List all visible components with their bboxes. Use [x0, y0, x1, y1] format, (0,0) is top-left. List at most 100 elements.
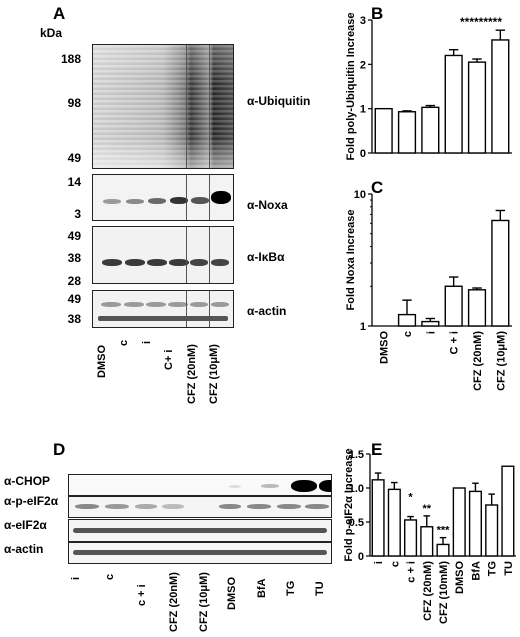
mw-98: 98: [67, 96, 81, 110]
y-tick-label: 1: [360, 321, 366, 333]
significance-star: ***: [437, 525, 451, 537]
x-tick-label: TU: [503, 561, 515, 576]
panel-e-letter: E: [371, 440, 383, 459]
bar: [467, 61, 487, 154]
significance-star: **: [422, 503, 431, 515]
x-tick-label: DMSO: [454, 561, 466, 594]
mw-49b: 49: [67, 229, 81, 243]
lane-label-i-a: i: [141, 340, 153, 344]
lane-label-tu-d: TU: [314, 581, 326, 596]
y-tick-label: 1.5: [349, 449, 364, 461]
x-tick-label: CFZ (10mM): [438, 561, 450, 624]
panel-d-letter: D: [53, 440, 66, 459]
actin-blot-d: [68, 542, 332, 564]
actin-blot-a: [92, 290, 234, 328]
y-tick-label: 2: [360, 59, 366, 71]
ikba-blot: [92, 226, 234, 284]
lane-label-i-d: i: [70, 576, 82, 580]
x-tick-label: CFZ (20nM): [472, 331, 484, 391]
mw-49: 49: [67, 151, 81, 165]
mw-49c: 49: [67, 292, 81, 306]
lane-label-cfz10-a: CFZ (10μM): [208, 344, 220, 404]
bar: [371, 479, 385, 557]
bar: [404, 519, 418, 557]
lane-label-ci-d: c + i: [136, 584, 148, 606]
lane-label-c-a: c: [118, 339, 130, 346]
y-axis-label: Fold poly-Ubiquitin Increase: [345, 13, 357, 161]
x-tick-label: c: [402, 331, 414, 337]
antibody-actin-d: α-actin: [4, 542, 44, 556]
bar: [468, 490, 482, 557]
antibody-ubiquitin: α-Ubiquitin: [247, 94, 311, 108]
bar: [491, 219, 510, 327]
bar: [467, 289, 487, 327]
bar: [421, 106, 440, 154]
panel-b-letter: B: [371, 4, 384, 23]
kda-label: kDa: [40, 26, 63, 40]
antibody-ikba: α-IκBα: [247, 250, 285, 264]
x-tick-label: TG: [487, 561, 499, 576]
bar: [501, 465, 515, 557]
antibody-noxa: α-Noxa: [247, 198, 288, 212]
lane-label-cfz20-a: CFZ (20nM): [186, 344, 198, 404]
mw-3: 3: [74, 207, 81, 221]
lane-label-c-d: c: [104, 573, 116, 580]
lane-label-cfz20-d: CFZ (20nM): [168, 572, 180, 632]
significance-annotation: *********: [460, 15, 502, 29]
mw-38: 38: [67, 251, 81, 265]
y-tick-label: 10: [354, 189, 366, 201]
panel-c-letter: C: [371, 178, 384, 197]
x-tick-label: c + i: [406, 561, 418, 583]
bar: [436, 543, 450, 557]
x-tick-label: BfA: [470, 561, 482, 581]
noxa-blot: [92, 174, 234, 221]
mw-38b: 38: [67, 312, 81, 326]
y-axis-label: Fold Noxa Increase: [345, 210, 357, 311]
antibody-actin-a: α-actin: [247, 304, 287, 318]
chop-blot: [68, 474, 332, 496]
lane-label-dmso-d: DMSO: [226, 577, 238, 610]
lane-label-cfz10-d: CFZ (10μM): [198, 572, 210, 632]
y-tick-label: 1.0: [349, 483, 364, 495]
lane-label-dmso-a: DMSO: [96, 345, 108, 378]
bar: [444, 54, 463, 154]
x-tick-label: i: [425, 331, 437, 334]
lane-label-ci-a: C+ i: [163, 349, 175, 370]
antibody-p-eif2a: α-p-eIF2α: [4, 494, 59, 508]
y-tick-label: 3: [360, 15, 366, 27]
x-tick-label: CFZ (10μM): [495, 331, 507, 391]
bar: [452, 487, 466, 557]
antibody-chop: α-CHOP: [4, 474, 51, 488]
bar: [420, 526, 434, 557]
mw-14: 14: [67, 175, 81, 189]
bar: [387, 488, 401, 557]
chart-c: 1 10 Fold Noxa Increase DMSO c i C + i CFZ (20n…: [345, 189, 512, 391]
bar: [397, 111, 417, 154]
x-tick-label: i: [373, 561, 385, 564]
panel-a-letter: A: [53, 4, 66, 23]
bar: [485, 504, 499, 557]
bar: [374, 107, 393, 154]
antibody-eif2a: α-eIF2α: [4, 518, 47, 532]
eif2a-blot: [68, 519, 332, 542]
x-tick-label: CFZ (20nM): [422, 561, 434, 621]
mw-28: 28: [67, 274, 81, 288]
mw-188: 188: [60, 52, 81, 66]
p-eif2a-blot: [68, 496, 332, 518]
x-tick-label: C + i: [449, 331, 461, 355]
bar: [397, 313, 417, 327]
y-tick-label: 1: [360, 104, 366, 116]
x-tick-label: DMSO: [379, 331, 391, 364]
x-tick-label: c: [389, 561, 401, 567]
significance-star: *: [408, 492, 413, 504]
y-tick-label: 0: [358, 551, 364, 563]
lane-label-tg-d: TG: [285, 580, 297, 596]
y-tick-label: 0: [360, 148, 366, 160]
y-axis-label: Fold p-eIF2α Increase: [343, 448, 355, 561]
bar: [421, 320, 440, 327]
bar: [491, 39, 510, 154]
ubiquitin-blot: [92, 44, 234, 169]
y-tick-label: 0.5: [349, 517, 364, 529]
